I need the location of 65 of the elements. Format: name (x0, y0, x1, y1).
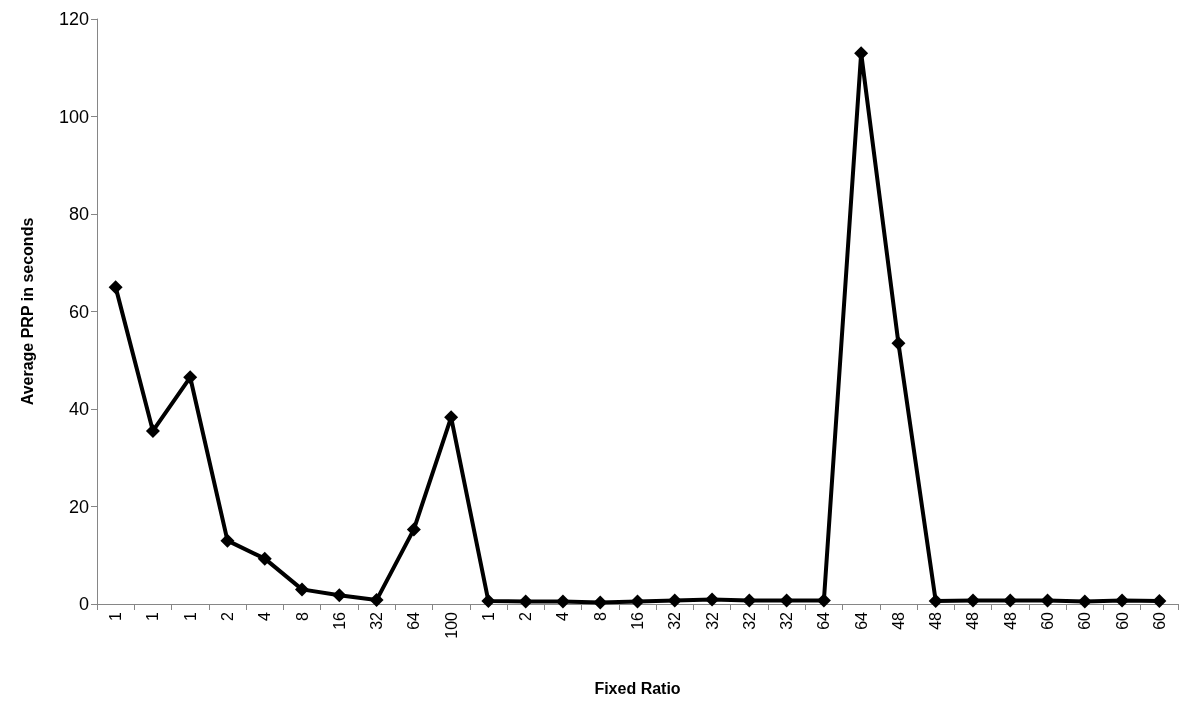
x-tick-label: 100 (442, 611, 460, 639)
point (779, 593, 794, 608)
y-tick-label: 80 (68, 204, 89, 224)
x-tick-label: 48 (927, 611, 945, 630)
point (406, 522, 421, 537)
point (1077, 594, 1092, 609)
point (593, 595, 608, 610)
point (965, 593, 980, 608)
point (183, 370, 198, 385)
x-tick-label: 1 (144, 611, 162, 621)
y-tick-label: 0 (78, 594, 89, 614)
point (891, 336, 906, 351)
point (630, 594, 645, 609)
point (742, 593, 757, 608)
x-axis-title: Fixed Ratio (594, 679, 681, 697)
x-tick-label: 32 (666, 611, 684, 630)
y-tick-label: 100 (58, 106, 89, 127)
point (257, 551, 272, 566)
y-tick-label: 40 (68, 399, 89, 419)
y-tick-label: 120 (58, 9, 89, 29)
y-tick-label: 20 (68, 496, 89, 517)
x-tick-label: 60 (1113, 611, 1131, 630)
point (145, 423, 160, 438)
x-tick-label: 32 (368, 611, 386, 630)
x-tick-label: 60 (1076, 611, 1094, 630)
point (555, 594, 570, 609)
x-tick-label: 48 (889, 611, 907, 630)
point (518, 594, 533, 609)
x-tick-label: 8 (591, 611, 609, 621)
x-tick-label: 1 (479, 611, 497, 621)
x-tick-label: 64 (815, 611, 833, 630)
x-tick-label: 32 (740, 611, 758, 630)
x-tick-label: 64 (852, 611, 870, 630)
point (108, 280, 123, 295)
x-tick-label: 48 (964, 611, 982, 630)
x-tick-label: 60 (1150, 611, 1168, 630)
y-axis-title: Average PRP in seconds (18, 217, 36, 406)
point (928, 594, 943, 609)
point (220, 533, 235, 548)
point (295, 582, 310, 597)
point (816, 593, 831, 608)
x-tick-label: 1 (107, 611, 125, 621)
x-tick-label: 8 (293, 611, 311, 621)
point (705, 592, 720, 607)
y-tick-label: 60 (68, 301, 89, 322)
x-tick-label: 32 (778, 611, 796, 630)
point (481, 594, 496, 609)
x-tick-label: 2 (517, 611, 535, 621)
x-tick-label: 64 (405, 611, 423, 630)
x-tick-label: 60 (1039, 611, 1057, 630)
point (1040, 593, 1055, 608)
x-tick-label: 4 (554, 611, 572, 621)
x-tick-label: 4 (256, 611, 274, 621)
x-tick-label: 16 (629, 611, 646, 630)
point (369, 593, 384, 608)
x-tick-label: 48 (1001, 611, 1019, 630)
point (1115, 593, 1130, 608)
x-tick-label: 32 (703, 611, 721, 630)
point (667, 593, 682, 608)
x-tick-label: 1 (181, 611, 199, 621)
point (1003, 593, 1018, 608)
x-tick-label: 2 (218, 611, 236, 621)
point (332, 588, 347, 603)
x-tick-label: 16 (330, 611, 348, 630)
point (1152, 594, 1167, 609)
